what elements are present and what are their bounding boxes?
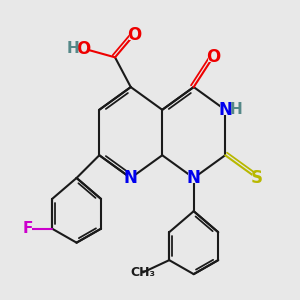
Text: H: H bbox=[67, 41, 80, 56]
Text: S: S bbox=[251, 169, 263, 187]
Bar bbox=[208, 52, 218, 62]
Text: O: O bbox=[206, 48, 220, 66]
Bar bbox=[79, 44, 88, 53]
Text: CH₃: CH₃ bbox=[130, 266, 155, 279]
Text: O: O bbox=[76, 40, 91, 58]
Bar bbox=[232, 105, 240, 115]
Bar bbox=[69, 44, 77, 53]
Text: H: H bbox=[230, 102, 243, 117]
Bar bbox=[129, 30, 139, 40]
Bar bbox=[188, 173, 199, 183]
Bar bbox=[23, 224, 32, 233]
Text: N: N bbox=[124, 169, 138, 187]
Text: N: N bbox=[218, 101, 232, 119]
Text: N: N bbox=[187, 169, 201, 187]
Text: F: F bbox=[22, 221, 33, 236]
Bar bbox=[252, 173, 262, 183]
Bar bbox=[125, 173, 136, 183]
Bar bbox=[220, 104, 230, 115]
Text: O: O bbox=[127, 26, 141, 44]
